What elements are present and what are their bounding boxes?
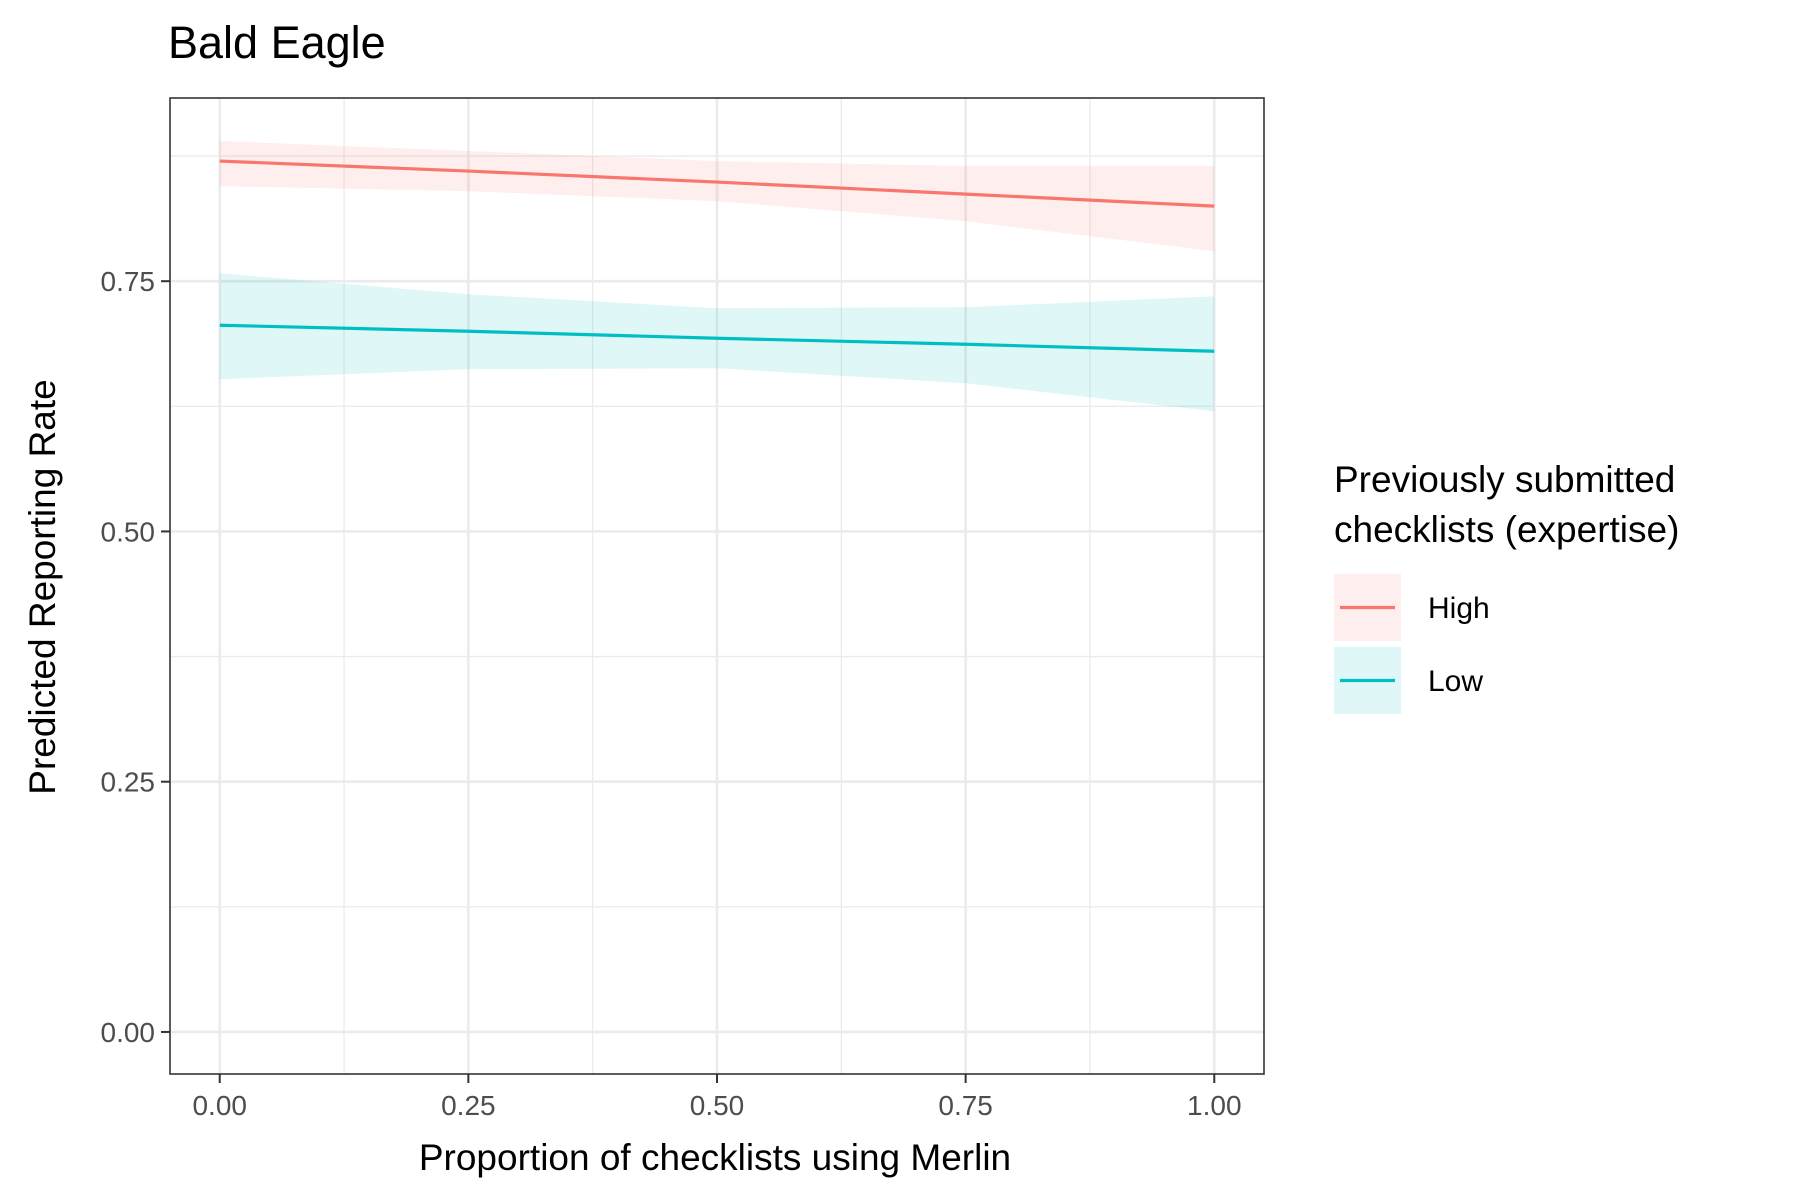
plot-area: 0.00 0.25 0.50 0.75 1.00 0.00 0.25 0.50 0.75 [101, 97, 1265, 1121]
x-tick-label: 0.00 [192, 1090, 247, 1121]
legend-label-high: High [1428, 592, 1490, 625]
legend-title-line: Previously submitted [1334, 459, 1675, 500]
legend-label-low: Low [1428, 665, 1483, 698]
y-tick-label: 0.75 [101, 266, 156, 297]
x-tick-label: 1.00 [1187, 1090, 1242, 1121]
y-tick-label: 0.00 [101, 1017, 156, 1048]
x-tick-label: 0.25 [441, 1090, 496, 1121]
series-line-low [219, 323, 1215, 353]
legend-title-line: checklists (expertise) [1334, 509, 1679, 550]
x-tick-label: 0.75 [938, 1090, 993, 1121]
ribbon-low [219, 273, 1215, 412]
ribbon-high [219, 141, 1215, 252]
y-tick-label: 0.25 [101, 767, 156, 798]
y-tick-label: 0.50 [101, 516, 156, 547]
y-axis-title: Predicted Reporting Rate [22, 379, 63, 794]
legend: Previously submitted checklists (expertis… [1334, 459, 1679, 714]
series-line-high [219, 159, 1215, 208]
chart-title: Bald Eagle [168, 17, 386, 68]
x-axis-title: Proportion of checklists using Merlin [419, 1137, 1011, 1178]
x-tick-label: 0.50 [690, 1090, 745, 1121]
